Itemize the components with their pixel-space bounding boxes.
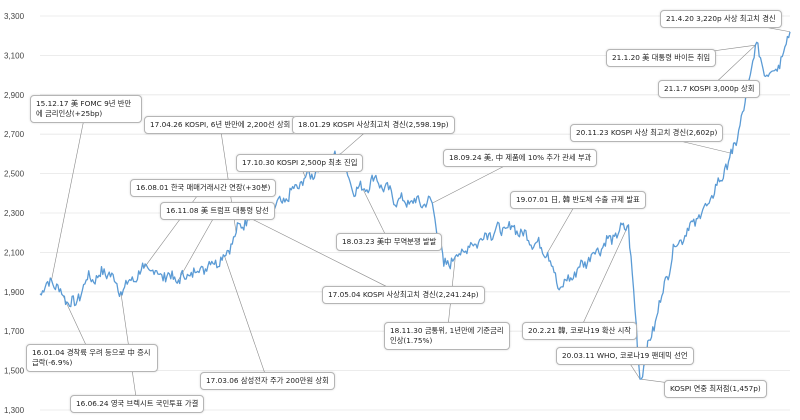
annotation-kospi-3000: 21.1.7 KOSPI 3,000p 상회 xyxy=(658,80,761,98)
annotation-kospi-2200: 17.04.26 KOSPI, 6년 반만에 2,200선 상회 xyxy=(144,116,297,134)
annotation-trump-election: 16.11.08 美 트럼프 대통령 당선 xyxy=(160,202,275,220)
annotation-trade-war: 18.03.23 美中 무역분쟁 발발 xyxy=(336,233,443,251)
annotation-leader-line xyxy=(579,224,629,332)
annotation-leader-line xyxy=(247,216,404,296)
annotation-kospi-low: KOSPI 연중 최저점(1,457p) xyxy=(664,380,767,398)
y-tick-label: 3,300 xyxy=(4,12,25,21)
annotation-samsung: 17.03.06 삼성전자 주가 200만원 상회 xyxy=(200,372,335,390)
y-tick-label: 1,900 xyxy=(4,288,25,297)
y-tick-label: 1,700 xyxy=(4,327,25,336)
annotation-biden: 21.1.20 美 대통령 바이든 취임 xyxy=(606,49,717,67)
kospi-index-line xyxy=(39,31,791,380)
y-tick-label: 2,900 xyxy=(4,91,25,100)
annotation-leader-line xyxy=(51,108,87,281)
y-tick-label: 1,300 xyxy=(4,406,25,415)
y-tick-label: 3,100 xyxy=(4,51,25,60)
annotation-brexit: 16.06.24 영국 브렉시트 국민투표 가결 xyxy=(70,395,205,413)
annotation-trading-hours: 16.08.01 한국 매매거래시간 연장(+30분) xyxy=(130,179,277,197)
annotation-us-tariff: 18.09.24 美, 中 제품에 10% 추가 관세 부과 xyxy=(443,149,598,167)
y-tick-label: 2,300 xyxy=(4,209,25,218)
annotation-leader-line xyxy=(224,256,268,382)
annotation-china-crash: 16.01.04 경착륙 우려 등으로 中 증시 급락(-6.9%) xyxy=(26,344,158,372)
y-tick-label: 2,500 xyxy=(4,170,25,179)
annotation-leader-line xyxy=(178,210,218,281)
annotation-kospi-record-2021: 21.4.20 3,220p 사상 최고치 경신 xyxy=(660,10,782,28)
annotation-kospi-2500: 17.10.30 KOSPI 2,500p 최초 진입 xyxy=(236,154,364,172)
annotation-rate-hike-kr: 18.11.30 금통위, 1년만에 기준금리 인상(1.75%) xyxy=(384,322,510,350)
annotation-pandemic: 20.03.11 WHO, 코로나19 팬데믹 선언 xyxy=(556,347,694,365)
y-axis-ticks: 1,300 1,500 1,700 1,900 2,100 2,300 2,500 2,700… xyxy=(4,12,25,415)
y-tick-label: 2,100 xyxy=(4,248,25,257)
y-tick-label: 2,700 xyxy=(4,130,25,139)
annotation-fomc-rate-hike: 15.12.17 美 FOMC 9년 반만에 금리인상(+25bp) xyxy=(30,95,142,123)
annotation-kospi-record-2020: 20.11.23 KOSPI 사상 최고치 경신(2,602p) xyxy=(570,124,724,142)
annotation-japan-export: 19.07.01 日, 韓 반도체 수출 규제 발표 xyxy=(510,191,646,209)
annotation-leader-line xyxy=(143,187,204,269)
annotation-kospi-record-2018: 18.01.29 KOSPI 사상최고치 경신(2,598.19p) xyxy=(292,116,455,134)
y-tick-label: 1,500 xyxy=(4,367,25,376)
annotation-kospi-record-2017: 17.05.04 KOSPI 사상최고치 경신(2,241.24p) xyxy=(322,286,485,304)
annotation-covid-korea: 20.2.21 韓, 코로나19 확산 시작 xyxy=(522,322,638,340)
